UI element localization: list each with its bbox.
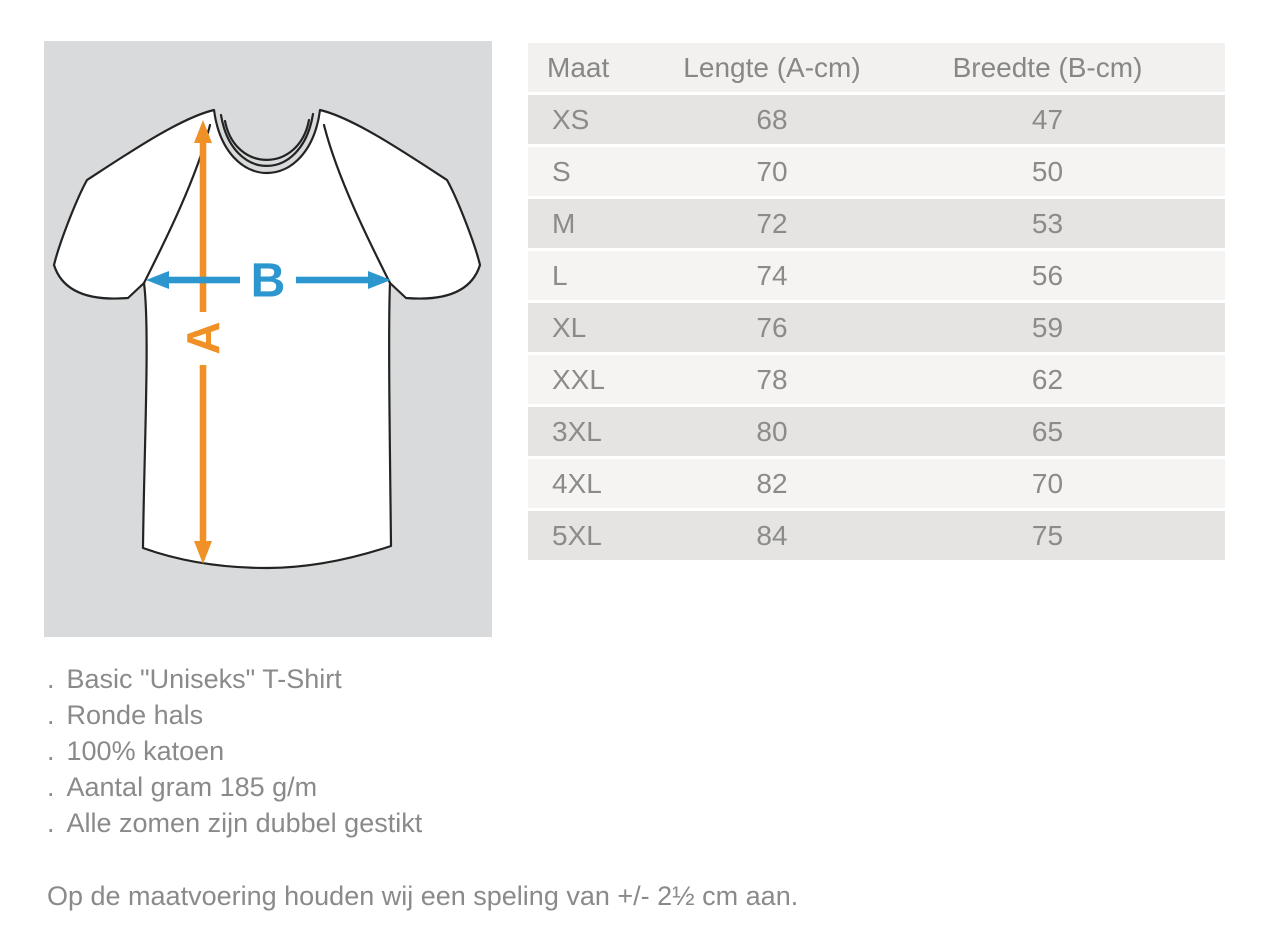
table-row: M 72 53 xyxy=(528,199,1225,251)
list-item-text: Alle zomen zijn dubbel gestikt xyxy=(66,808,423,838)
bullet-dot: . xyxy=(47,664,55,694)
table-row: XS 68 47 xyxy=(528,95,1225,147)
lengte-cell: 70 xyxy=(756,155,788,187)
list-item: . Alle zomen zijn dubbel gestikt xyxy=(47,805,422,841)
list-item-text: Basic "Uniseks" T-Shirt xyxy=(66,664,342,694)
product-details-list: . Basic "Uniseks" T-Shirt . Ronde hals . 10… xyxy=(47,661,422,841)
list-item-text: 100% katoen xyxy=(66,736,225,766)
list-item: . Ronde hals xyxy=(47,697,422,733)
size-table-header-row: Maat Lengte (A-cm) Breedte (B-cm) xyxy=(528,43,1225,95)
width-arrow-b xyxy=(146,271,391,289)
length-arrow-a xyxy=(194,120,212,564)
size-diagram-panel: A B xyxy=(44,41,492,637)
column-header-breedte: Breedte (B-cm) xyxy=(952,51,1143,83)
table-row: S 70 50 xyxy=(528,147,1225,199)
size-cell: XXL xyxy=(552,363,605,395)
list-item: . Aantal gram 185 g/m xyxy=(47,769,422,805)
lengte-cell: 72 xyxy=(756,207,788,239)
list-item: . Basic "Uniseks" T-Shirt xyxy=(47,661,422,697)
breedte-cell: 53 xyxy=(1031,207,1064,239)
bullet-dot: . xyxy=(47,700,55,730)
table-row: 3XL 80 65 xyxy=(528,407,1225,459)
lengte-cell: 74 xyxy=(756,259,788,291)
list-item-text: Ronde hals xyxy=(66,700,204,730)
table-row: XXL 78 62 xyxy=(528,355,1225,407)
column-header-maat: Maat xyxy=(547,51,610,83)
table-row: 5XL 84 75 xyxy=(528,511,1225,563)
size-cell: L xyxy=(552,259,568,291)
breedte-cell: 70 xyxy=(1031,467,1064,499)
bullet-dot: . xyxy=(47,772,55,802)
tshirt-graphic xyxy=(52,108,482,570)
size-cell: XS xyxy=(552,103,590,135)
size-cell: S xyxy=(552,155,571,187)
table-row: 4XL 82 70 xyxy=(528,459,1225,511)
size-cell: XL xyxy=(552,311,587,343)
bullet-dot: . xyxy=(47,808,55,838)
column-header-lengte: Lengte (A-cm) xyxy=(683,51,861,83)
lengte-cell: 68 xyxy=(756,103,788,135)
bullet-dot: . xyxy=(47,736,55,766)
table-row: XL 76 59 xyxy=(528,303,1225,355)
breedte-cell: 62 xyxy=(1031,363,1064,395)
lengte-cell: 76 xyxy=(756,311,788,343)
breedte-cell: 47 xyxy=(1031,103,1064,135)
size-cell: 4XL xyxy=(552,467,602,499)
size-cell: 5XL xyxy=(552,519,602,551)
size-cell: 3XL xyxy=(552,415,602,447)
size-cell: M xyxy=(552,207,576,239)
table-row: L 74 56 xyxy=(528,251,1225,303)
lengte-cell: 84 xyxy=(756,519,788,551)
breedte-cell: 59 xyxy=(1031,311,1064,343)
breedte-cell: 56 xyxy=(1031,259,1064,291)
breedte-cell: 65 xyxy=(1031,415,1064,447)
lengte-cell: 82 xyxy=(756,467,788,499)
list-item-text: Aantal gram 185 g/m xyxy=(66,772,318,802)
size-table: Maat Lengte (A-cm) Breedte (B-cm) XS 68 … xyxy=(528,43,1225,563)
list-item: . 100% katoen xyxy=(47,733,422,769)
tolerance-note: Op de maatvoering houden wij een speling… xyxy=(47,881,799,911)
width-label-b: B xyxy=(251,255,286,308)
length-label-a: A xyxy=(177,321,229,354)
lengte-cell: 80 xyxy=(756,415,788,447)
tshirt-diagram: A B xyxy=(52,108,482,570)
breedte-cell: 75 xyxy=(1031,519,1064,551)
lengte-cell: 78 xyxy=(756,363,788,395)
breedte-cell: 50 xyxy=(1031,155,1064,187)
